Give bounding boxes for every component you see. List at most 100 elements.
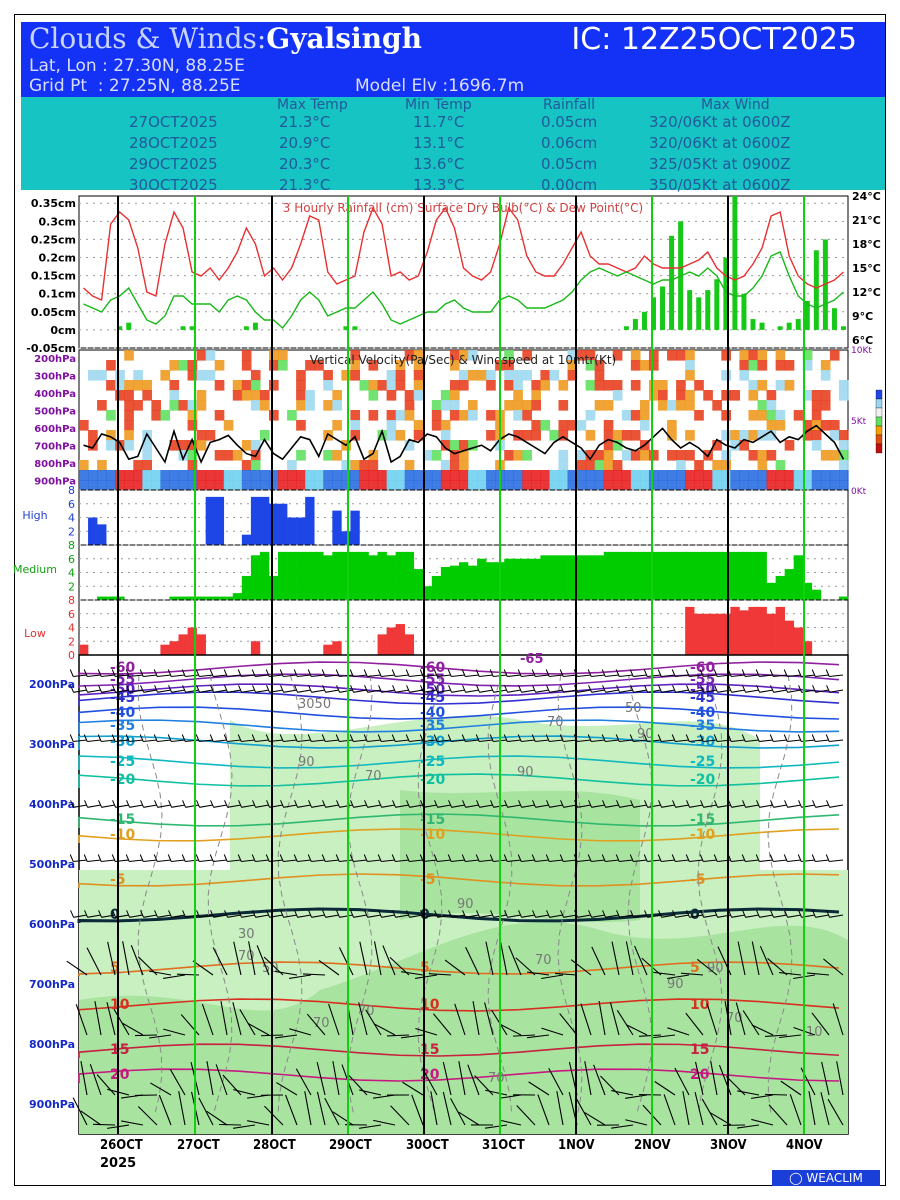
vv-cell — [359, 460, 370, 471]
wind-barb-feather — [826, 800, 831, 808]
vv-cell — [820, 400, 831, 411]
wind-barb — [703, 739, 718, 743]
vv-cell — [603, 470, 614, 481]
wind-barb — [241, 739, 256, 743]
wind-barb — [423, 674, 438, 678]
vv-cell — [386, 380, 397, 391]
wind-barb — [213, 689, 228, 693]
vv-cell — [820, 390, 831, 401]
vv-cell — [287, 470, 297, 481]
vv-cell — [531, 380, 541, 391]
vv-cell — [169, 440, 180, 451]
humidity-label: 70 — [488, 1071, 505, 1086]
vv-cell — [133, 370, 143, 381]
wind-barb — [458, 1111, 480, 1126]
wind-barb — [199, 859, 214, 863]
medium-cloud-bar — [368, 555, 378, 600]
wind-barb — [297, 914, 312, 918]
humidity-label: 70 — [365, 769, 382, 784]
wind-barb — [584, 1061, 592, 1096]
vv-cell — [115, 470, 125, 481]
wind-barb — [675, 689, 690, 693]
wind-barb-feather — [643, 854, 648, 862]
vv-cell — [205, 480, 216, 491]
wind-barb — [297, 804, 312, 808]
wind-barb-feather — [657, 854, 662, 862]
wind-barb — [696, 958, 718, 976]
vv-cell — [477, 470, 487, 481]
wind-barb — [87, 914, 102, 918]
pressure-label: 500hPa — [29, 858, 75, 871]
wind-barb — [745, 914, 760, 918]
wind-barb — [199, 674, 214, 678]
wind-barb — [311, 739, 326, 743]
rain-bar — [786, 322, 792, 330]
wind-barb — [706, 1003, 718, 1036]
wind-barb — [373, 1119, 396, 1126]
wind-barb-feather — [503, 854, 508, 862]
wind-barb — [605, 914, 620, 918]
cloud-y-tick: 8 — [68, 539, 75, 552]
cloud-y-tick: 6 — [68, 498, 75, 511]
vv-cell — [187, 360, 198, 371]
vv-cell — [97, 480, 107, 491]
vv-cell — [757, 430, 768, 441]
vv-cell — [513, 390, 523, 401]
humidity-label: 90 — [298, 755, 315, 770]
wind-barb — [549, 739, 564, 743]
vv-cell — [486, 480, 496, 491]
wind-barb-feather — [237, 669, 242, 677]
wind-barb — [549, 914, 564, 918]
vv-cell — [368, 390, 379, 401]
wind-barb-feather — [644, 800, 649, 808]
medium-cloud-bar — [169, 596, 179, 600]
vv-cell — [368, 470, 379, 481]
wind-barb — [75, 1004, 88, 1036]
medium-cloud-bar — [241, 575, 252, 600]
wind-barb-feather — [714, 685, 719, 693]
medium-cloud-bar — [468, 565, 478, 600]
vv-cell — [151, 480, 162, 491]
wind-barb — [806, 972, 830, 976]
vv-cell — [603, 380, 614, 391]
contour-label: -15 — [690, 812, 715, 828]
high-cloud-bar — [97, 524, 107, 545]
vv-cell — [395, 480, 406, 491]
wind-barb — [465, 739, 480, 743]
wind-barb-feather — [783, 854, 788, 862]
wind-barb — [479, 674, 494, 678]
wind-barb — [206, 1061, 214, 1096]
vv-cell — [522, 450, 532, 461]
rain-bar — [669, 235, 675, 330]
vv-cell — [196, 350, 207, 361]
wind-barb — [324, 1097, 340, 1126]
vv-cell — [676, 380, 686, 391]
contour-label: -15 — [420, 812, 445, 828]
vv-cell — [296, 380, 306, 391]
wind-barb — [332, 1111, 354, 1126]
vv-cell — [196, 440, 207, 451]
vv-cell — [422, 450, 433, 461]
vv-cell — [278, 350, 288, 361]
wind-barb — [201, 1003, 214, 1036]
wind-barb — [694, 1092, 704, 1126]
wind-barb — [297, 689, 312, 693]
wind-barb-feather — [140, 685, 145, 693]
wind-barb — [367, 689, 382, 693]
vv-cell — [124, 480, 134, 491]
wind-barb-feather — [812, 910, 817, 918]
wind-barb-feather — [279, 854, 284, 862]
wind-barb — [437, 914, 452, 918]
title-text: Clouds & Winds: — [29, 22, 267, 55]
vv-cell — [712, 470, 722, 481]
vv-cell — [187, 410, 198, 421]
wind-barb — [563, 914, 578, 918]
wind-barb — [789, 1094, 802, 1126]
low-cloud-bar — [721, 613, 731, 655]
wind-barb — [163, 1028, 186, 1036]
vv-y-label: 800hPa — [34, 459, 76, 470]
wind-barb-feather — [251, 734, 256, 742]
temp-contour — [78, 755, 840, 770]
wind-barb-feather — [588, 685, 593, 693]
cloud-y-tick: 2 — [68, 525, 75, 538]
